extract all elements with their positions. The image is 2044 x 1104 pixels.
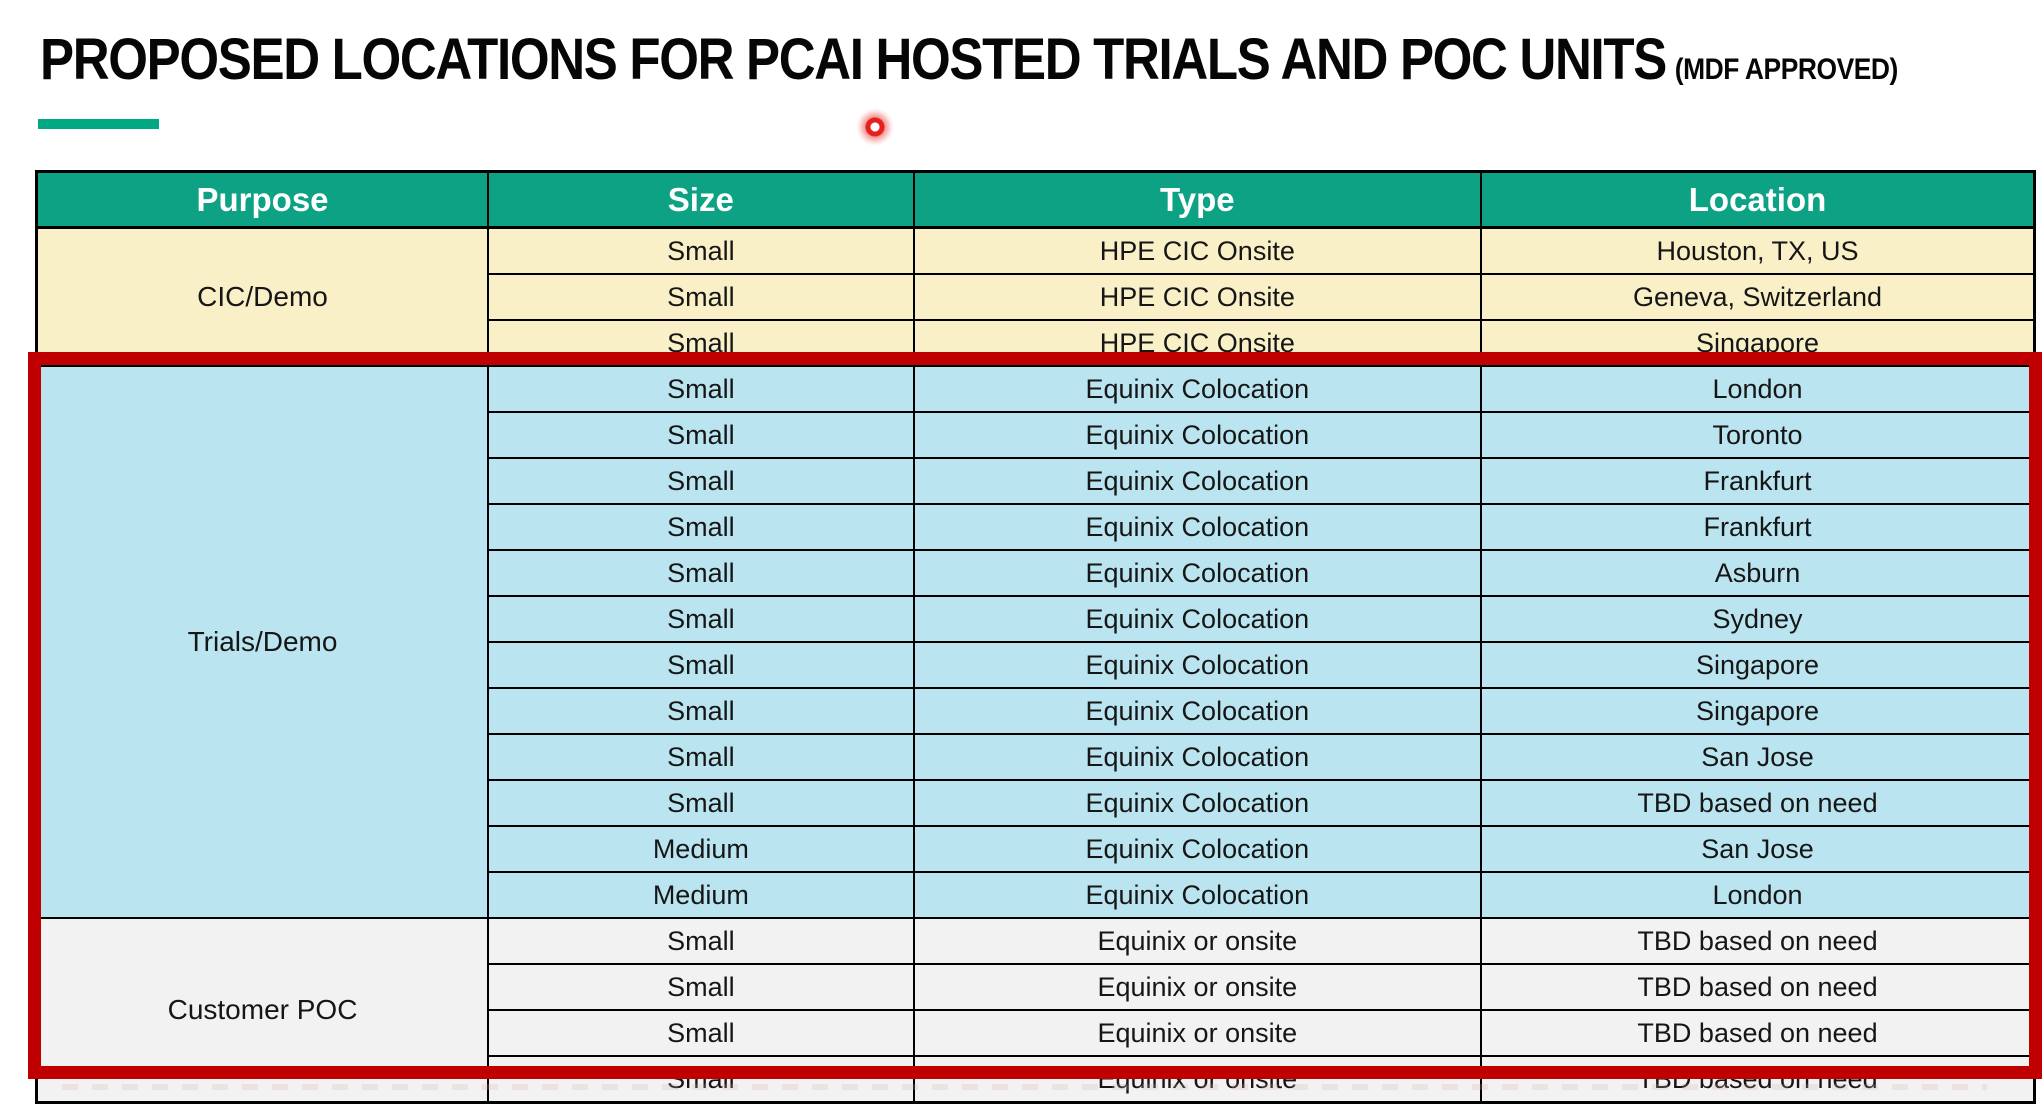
table-cell-size: Small: [487, 641, 915, 689]
table-cell-size: Medium: [487, 825, 915, 873]
table-cell-type: Equinix Colocation: [912, 779, 1483, 827]
table-cell-size: Small: [487, 595, 915, 643]
column-header-purpose: Purpose: [35, 170, 490, 229]
table-cell-type: Equinix Colocation: [912, 457, 1483, 505]
table-cell-type: Equinix or onsite: [912, 917, 1483, 965]
table-cell-size: Small: [487, 917, 915, 965]
table-cell-location: Frankfurt: [1480, 503, 2036, 551]
table-cell-type: HPE CIC Onsite: [912, 319, 1483, 367]
table-cell-location: Asburn: [1480, 549, 2036, 597]
table-row: Small Equinix Colocation TBD based on need: [37, 779, 2036, 827]
table-cell-size: Small: [487, 549, 915, 597]
table-cell-location: San Jose: [1480, 733, 2036, 781]
table-row: Small Equinix or onsite TBD based on need: [37, 1009, 2036, 1057]
purpose-cell: CIC/Demo: [35, 226, 490, 367]
table-row: Medium Equinix Colocation London: [37, 871, 2036, 919]
table-cell-location: Geneva, Switzerland: [1480, 273, 2036, 321]
purpose-cell: Trials/Demo: [35, 365, 490, 919]
table-row: Small Equinix Colocation Sydney: [37, 595, 2036, 643]
table-cell-type: Equinix or onsite: [912, 963, 1483, 1011]
table-cell-type: Equinix Colocation: [912, 871, 1483, 919]
table-cell-location: London: [1480, 871, 2036, 919]
table-row: Small Equinix Colocation Singapore: [37, 641, 2036, 689]
locations-table: Purpose Size Type Location CIC/Demo Small…: [35, 170, 2036, 1104]
table-cell-type: Equinix Colocation: [912, 687, 1483, 735]
table-cell-location: Toronto: [1480, 411, 2036, 459]
table-cell-size: Small: [487, 1055, 915, 1104]
table-cell-size: Small: [487, 457, 915, 505]
table-cell-size: Small: [487, 411, 915, 459]
laser-pointer-icon: [855, 107, 895, 147]
table-cell-type: Equinix Colocation: [912, 411, 1483, 459]
table-cell-location: Singapore: [1480, 687, 2036, 735]
page-title-suffix: (MDF APPROVED): [1674, 53, 1899, 86]
table-cell-size: Small: [487, 1009, 915, 1057]
table-cell-location: London: [1480, 365, 2036, 413]
table-row: Small Equinix Colocation Frankfurt: [37, 457, 2036, 505]
table-row: Small Equinix Colocation San Jose: [37, 733, 2036, 781]
table-cell-type: Equinix Colocation: [912, 595, 1483, 643]
table-cell-size: Small: [487, 365, 915, 413]
table-cell-location: TBD based on need: [1480, 779, 2036, 827]
table-cell-type: HPE CIC Onsite: [912, 273, 1483, 321]
table-cell-type: HPE CIC Onsite: [912, 226, 1483, 275]
table-cell-type: Equinix Colocation: [912, 503, 1483, 551]
table-cell-type: Equinix or onsite: [912, 1055, 1483, 1104]
table-row: Small HPE CIC Onsite Geneva, Switzerland: [37, 273, 2036, 321]
table-body: CIC/Demo Small HPE CIC Onsite Houston, TX, …: [35, 226, 2036, 1104]
table-header-row: Purpose Size Type Location: [35, 170, 2036, 229]
table-cell-size: Small: [487, 226, 915, 275]
table-cell-size: Small: [487, 319, 915, 367]
table-cell-type: Equinix or onsite: [912, 1009, 1483, 1057]
table-cell-location: TBD based on need: [1480, 1009, 2036, 1057]
column-header-location: Location: [1480, 170, 2036, 229]
title-accent-bar: [38, 119, 159, 129]
table-row: Medium Equinix Colocation San Jose: [37, 825, 2036, 873]
table-cell-type: Equinix Colocation: [912, 825, 1483, 873]
table-cell-location: TBD based on need: [1480, 963, 2036, 1011]
table-cell-location: TBD based on need: [1480, 1055, 2036, 1104]
table-cell-location: TBD based on need: [1480, 917, 2036, 965]
table-cell-size: Medium: [487, 871, 915, 919]
table-cell-type: Equinix Colocation: [912, 365, 1483, 413]
table-row: Small Equinix or onsite TBD based on need: [37, 963, 2036, 1011]
table-cell-size: Small: [487, 687, 915, 735]
table-row: Customer POC Small Equinix or onsite TBD ba…: [35, 917, 2036, 1104]
table-cell-size: Small: [487, 963, 915, 1011]
table-row: CIC/Demo Small HPE CIC Onsite Houston, TX, …: [35, 226, 2036, 367]
purpose-cell: Customer POC: [35, 917, 490, 1104]
table-cell-type: Equinix Colocation: [912, 733, 1483, 781]
table-cell-location: Sydney: [1480, 595, 2036, 643]
table-cell-location: Houston, TX, US: [1480, 226, 2036, 275]
table-cell-location: Frankfurt: [1480, 457, 2036, 505]
table-cell-type: Equinix Colocation: [912, 641, 1483, 689]
table-cell-location: San Jose: [1480, 825, 2036, 873]
page-title: PROPOSED LOCATIONS FOR PCAI HOSTED TRIAL…: [40, 26, 1898, 93]
page-title-main: PROPOSED LOCATIONS FOR PCAI HOSTED TRIAL…: [40, 27, 1667, 92]
table-row: Trials/Demo Small Equinix Colocation London: [35, 365, 2036, 919]
table-cell-size: Small: [487, 503, 915, 551]
table-cell-size: Small: [487, 779, 915, 827]
table-row: Small Equinix Colocation Singapore: [37, 687, 2036, 735]
column-header-size: Size: [487, 170, 915, 229]
table-row: Small Equinix Colocation Asburn: [37, 549, 2036, 597]
table-cell-type: Equinix Colocation: [912, 549, 1483, 597]
table-cell-location: Singapore: [1480, 641, 2036, 689]
column-header-type: Type: [912, 170, 1483, 229]
table-cell-size: Small: [487, 273, 915, 321]
table-cell-location: Singapore: [1480, 319, 2036, 367]
table-row: Small Equinix Colocation Toronto: [37, 411, 2036, 459]
table-cell-size: Small: [487, 733, 915, 781]
table-row: Small Equinix Colocation Frankfurt: [37, 503, 2036, 551]
table-header: Purpose Size Type Location: [35, 170, 2036, 229]
